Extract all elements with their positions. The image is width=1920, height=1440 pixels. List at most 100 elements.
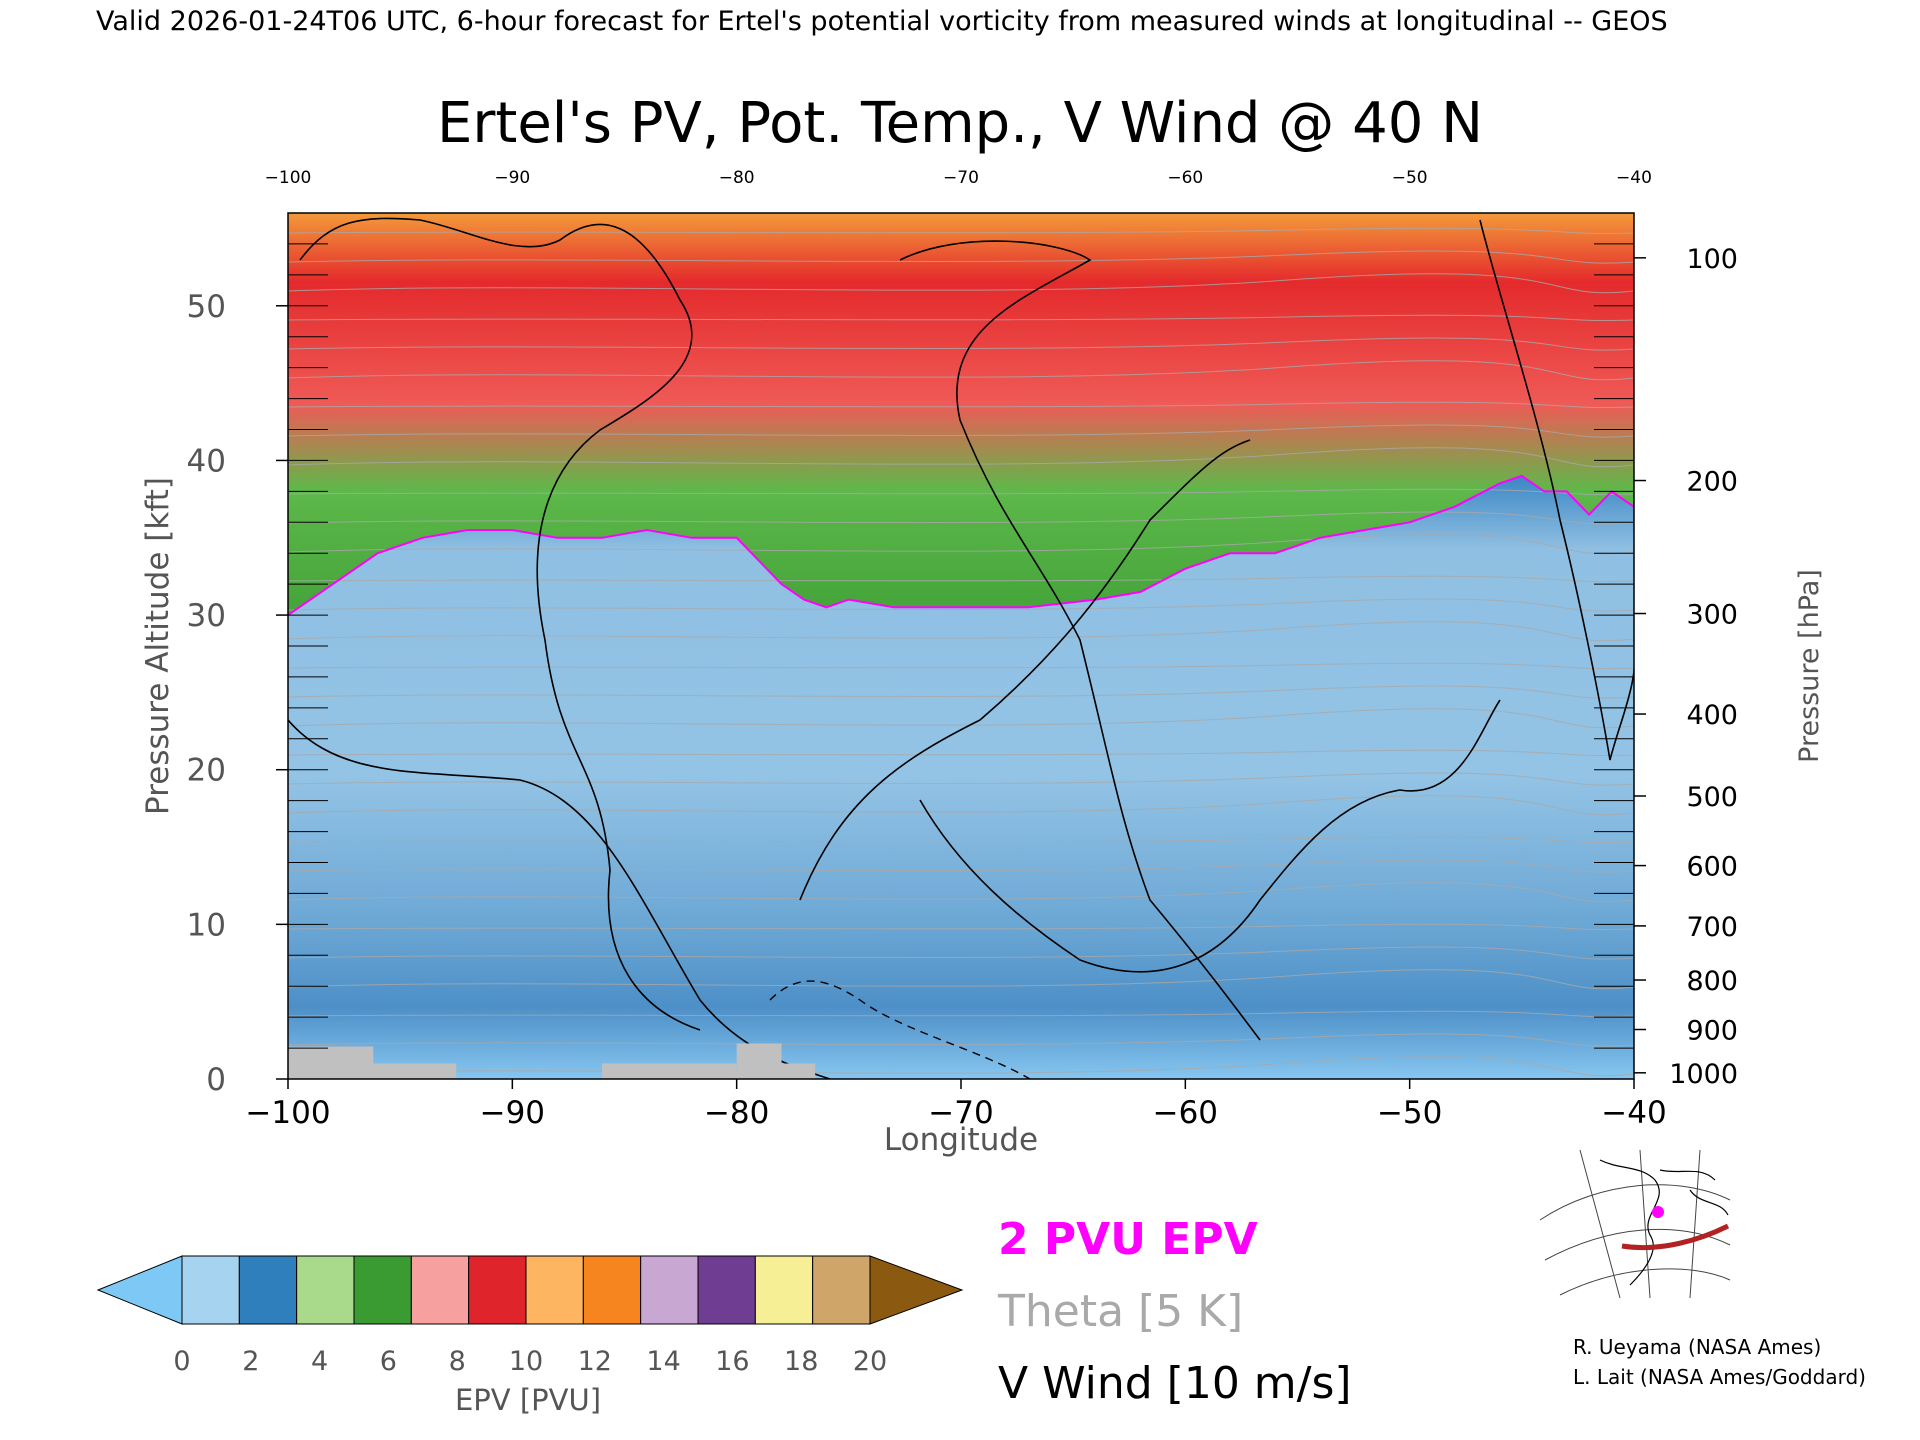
theta-line [288,360,1634,381]
pressure-tick-label: 900 [1686,1016,1738,1047]
top-tick-label: −50 [1392,168,1428,188]
locator-map-marker [1652,1206,1664,1218]
surface-block [602,1063,737,1079]
v-wind-contour [919,699,1501,973]
surface-block [781,1063,816,1079]
pressure-tick-label: 500 [1686,782,1738,813]
theta-line [288,772,1634,786]
credit-line-1: R. Ueyama (NASA Ames) [1573,1335,1821,1359]
top-tick-label: −60 [1167,168,1203,188]
surface-terrain [288,1043,816,1079]
colorbar-cell [181,1255,240,1325]
v-wind-contour [1479,219,1634,761]
colorbar-tick-label: 18 [784,1346,818,1377]
colorbar-cell [238,1255,298,1325]
colorbar-under-triangle [96,1255,183,1325]
plot-area [288,213,1634,1079]
pressure-tick-label: 800 [1686,966,1738,997]
theta-line [288,859,1634,873]
top-tick-label: −40 [1616,168,1652,188]
y-axis-ticks: 0 10 20 30 40 50 [187,212,1634,1098]
colorbar-tick-label: 2 [242,1346,259,1377]
v-wind-contour [769,980,1031,1079]
colorbar-tick-label: 14 [646,1346,680,1377]
theta-line [288,227,1634,234]
colorbar-cell [525,1255,584,1325]
theta-line [288,1056,1634,1077]
theta-line [288,273,1634,294]
top-tick-label: −90 [494,168,530,188]
locator-map [1536,1149,1732,1299]
theta-line [288,685,1634,699]
top-tick-label: −80 [719,168,755,188]
pressure-tick-label: 1000 [1669,1059,1738,1090]
theta-line [288,621,1634,642]
y-tick-label: 50 [187,289,226,325]
theta-line [288,946,1634,960]
legend: 2 PVU EPV Theta [5 K] V Wind [10 m/s] [997,1214,1352,1409]
legend-2pvu: 2 PVU EPV [998,1214,1258,1265]
theta-line [288,749,1634,756]
x-axis-label: Longitude [884,1122,1038,1158]
y-tick-label: 20 [187,753,226,789]
colorbar-tick-label: 8 [449,1346,466,1377]
theta-line [288,401,1634,408]
theta-line [288,1010,1634,1017]
locator-map-frame [1536,1150,1732,1298]
colorbar-label: EPV [PVU] [455,1383,601,1417]
theta-line [288,447,1634,468]
y-tick-label: 0 [206,1062,226,1098]
pressure-tick-label: 600 [1686,852,1738,883]
colorbar-tick-label: 0 [173,1346,190,1377]
x-tick-label: −50 [1377,1095,1442,1131]
v-wind-contour [799,439,1251,901]
colorbar-ticks: 0 2 4 6 8 10 12 14 16 18 20 [173,1346,887,1377]
x-axis-ticks: −100 −90 −80 −70 −60 −50 −40 [245,1079,1667,1131]
colorbar-tick-label: 4 [311,1346,328,1377]
theta-line [288,1033,1634,1047]
locator-map-transect [1621,1223,1730,1251]
top-tick-label: −70 [943,168,979,188]
colorbar-tick-label: 10 [509,1346,543,1377]
theta-line [288,511,1634,525]
theta-line [288,575,1634,582]
surface-block [373,1063,457,1079]
x-tick-label: −70 [928,1095,993,1131]
y-tick-label: 30 [187,598,226,634]
y-axis-label: Pressure Altitude [kft] [140,477,176,815]
tropopause-2pvu-line [288,474,1634,616]
chart-title: Ertel's PV, Pot. Temp., V Wind @ 40 N [437,91,1483,156]
x-tick-label: −80 [704,1095,769,1131]
x-tick-label: −90 [480,1095,545,1131]
theta-line [288,488,1634,495]
colorbar-cell [812,1255,871,1325]
x-tick-label: −40 [1601,1095,1666,1131]
x-tick-label: −60 [1153,1095,1218,1131]
theta-line [288,882,1634,903]
top-tick-label: −100 [265,168,312,188]
colorbar-tick-label: 20 [853,1346,887,1377]
theta-line [288,836,1634,843]
theta-line [288,795,1634,816]
theta-line [288,314,1634,321]
legend-v-wind: V Wind [10 m/s] [998,1358,1352,1409]
pressure-tick-label: 400 [1686,700,1738,731]
colorbar: 0 2 4 6 8 10 12 14 16 18 20 EPV [PVU] [96,1255,964,1417]
colorbar-cell [353,1255,412,1325]
theta-contours [288,227,1634,1077]
colorbar-cell [468,1255,527,1325]
top-axis-ticks: −100 −90 −80 −70 −60 −50 −40 [265,168,1652,188]
credit-line-2: L. Lait (NASA Ames/Goddard) [1573,1365,1866,1389]
colorbar-cell [697,1255,756,1325]
colorbar-over-triangle [869,1255,964,1325]
colorbar-cells [181,1255,871,1325]
colorbar-tick-label: 6 [380,1346,397,1377]
theta-line [288,424,1634,438]
y-tick-label: 10 [187,907,226,943]
pressure-tick-label: 100 [1686,244,1738,275]
locator-map-grid [1539,1149,1731,1299]
theta-line [288,969,1634,990]
colorbar-cell [582,1255,642,1325]
pressure-tick-label: 700 [1686,912,1738,943]
pressure-axis-label: Pressure [hPa] [1794,569,1825,763]
